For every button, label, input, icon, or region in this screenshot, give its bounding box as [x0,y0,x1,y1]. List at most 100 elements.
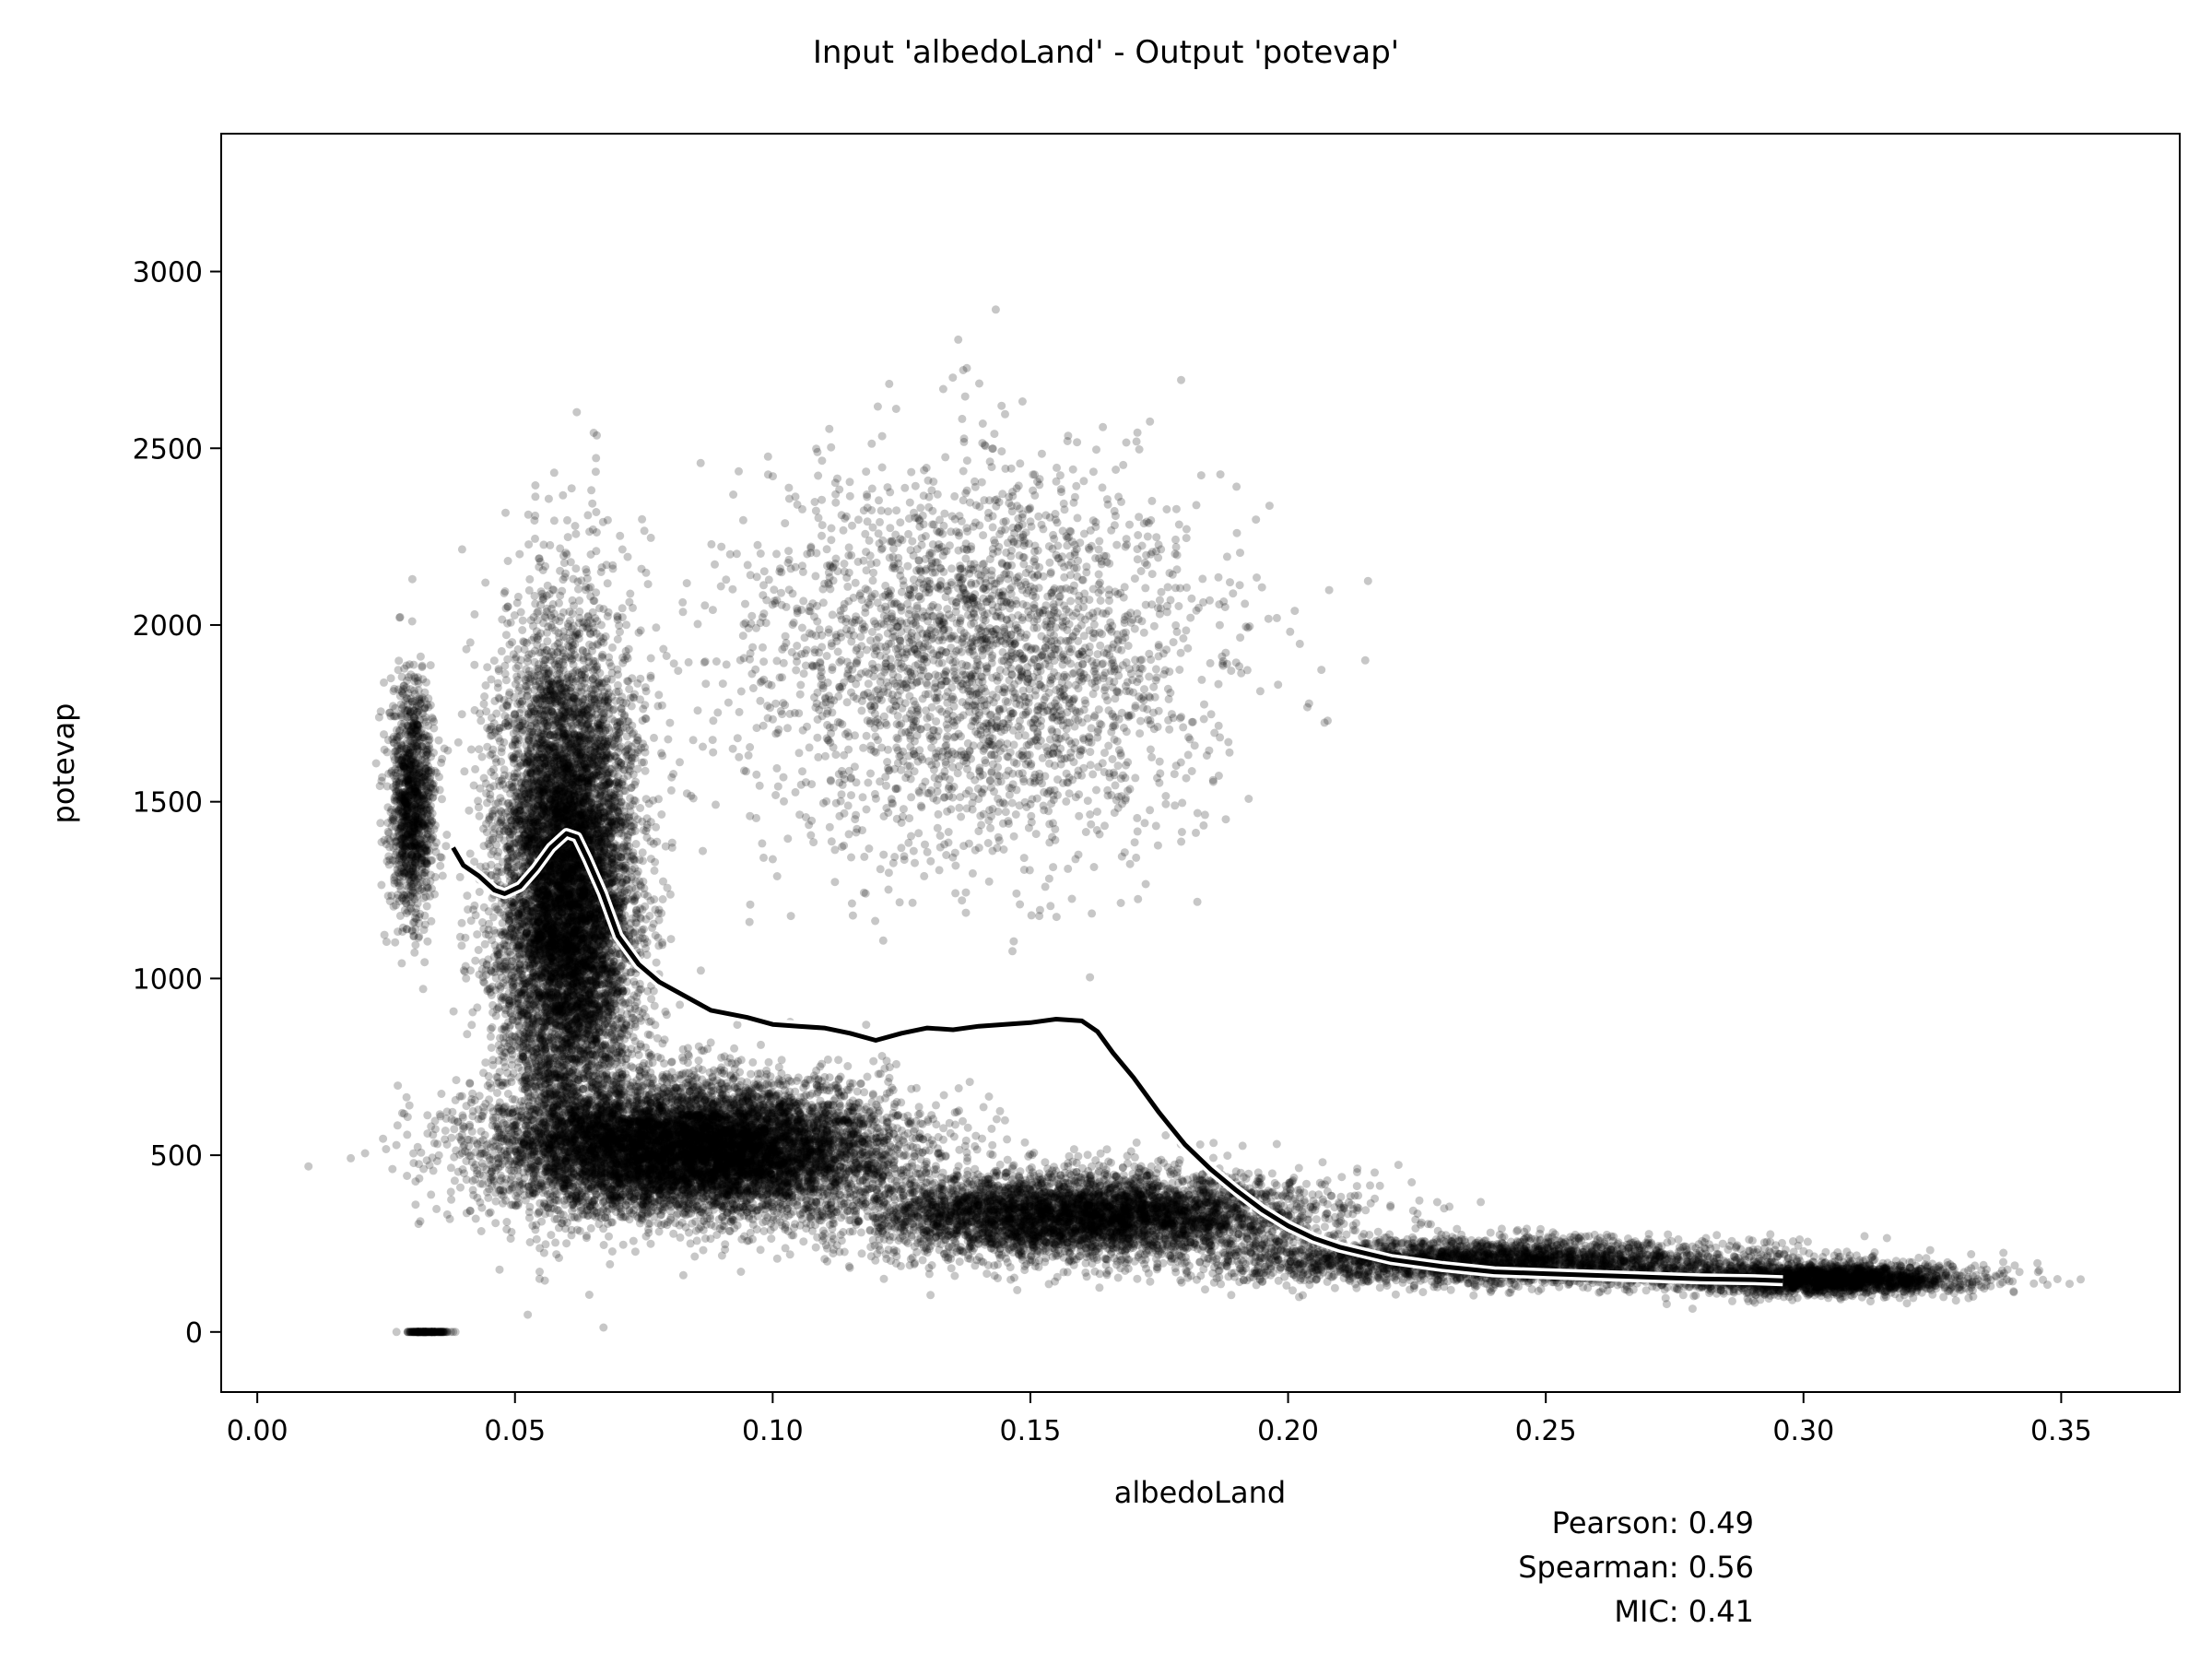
scatter-point [579,705,587,714]
scatter-point [630,1247,640,1257]
scatter-point [571,529,581,538]
scatter-point [583,511,593,520]
scatter-point [503,557,512,565]
scatter-point [457,918,466,927]
scatter-point [571,522,580,530]
scatter-point [581,985,590,993]
scatter-point [470,609,479,619]
scatter-point [572,963,582,973]
scatter-point [506,618,515,627]
scatter-point [453,738,463,747]
scatter-point [626,589,635,598]
scatter-point [481,578,490,587]
scatter-point [617,797,626,807]
scatter-point [535,677,544,686]
scatter-point [554,928,563,938]
scatter-point [543,727,552,737]
scatter-point [569,787,578,797]
scatter-point [534,806,543,815]
scatter-point [480,692,489,701]
scatter-point [580,679,589,688]
scatter-point [507,971,516,980]
scatter-point [513,644,523,654]
scatter-point [569,990,578,999]
scatter-point [567,484,576,493]
scatter-point [651,905,660,915]
scatter-point [518,616,527,625]
scatter-point [497,646,506,655]
scatter-point [576,879,585,888]
scatter-point [640,526,649,536]
scatter-point [535,960,544,969]
scatter-point [603,1001,612,1010]
scatter-point [599,739,608,749]
scatter-point [531,534,539,543]
scatter-point [539,744,548,753]
scatter-point [541,1118,549,1127]
scatter-point [559,970,569,978]
scatter-point [676,758,684,767]
scatter-point [575,882,584,891]
scatter-point [539,805,548,814]
scatter-point [616,531,625,540]
scatter-point [597,725,606,733]
scatter-point [506,924,515,933]
scatter-point [605,779,614,788]
scatter-point [565,971,574,980]
scatter-point [512,947,521,955]
scatter-point [667,773,677,782]
scatter-point [571,1150,580,1158]
scatter-point [637,882,645,891]
scatter-point [553,753,562,762]
scatter-point [508,638,517,647]
scatter-point [638,848,647,857]
scatter-point [630,1037,640,1045]
scatter-point [538,898,547,907]
scatter-point [651,931,660,940]
scatter-point [559,742,569,751]
scatter-point [489,656,499,666]
scatter-point [560,979,569,987]
scatter-point [495,1265,504,1274]
scatter-point [592,508,601,516]
scatter-point [483,742,492,751]
scatter-point [592,710,601,719]
scatter-point [542,785,551,795]
scatter-point [566,907,575,916]
scatter-point [535,784,544,793]
scatter-point [567,913,576,922]
scatter-point [471,764,480,773]
scatter-point [523,843,532,852]
scatter-point [549,468,559,478]
scatter-point [567,791,576,800]
scatter-point [676,1000,685,1009]
scatter-point [556,591,565,600]
scatter-point [592,547,601,556]
scatter-point [524,1080,533,1090]
scatter-point [696,966,705,975]
scatter-point [643,580,653,589]
scatter-point [636,804,645,812]
scatter-point [524,540,534,549]
scatter-point [566,870,575,879]
scatter-point [526,823,535,832]
scatter-point [582,914,592,923]
scatter-point [561,754,571,763]
scatter-point [616,964,625,974]
scatter-point [640,758,649,767]
scatter-point [457,941,466,950]
scatter-point [658,895,667,903]
scatter-point [618,604,627,613]
scatter-point [561,714,571,723]
scatter-point [603,1031,612,1040]
scatter-point [556,544,565,553]
scatter-point [547,872,556,881]
scatter-point [646,1017,655,1026]
scatter-point [650,866,659,875]
scatter-point [470,660,479,669]
scatter-point [542,825,551,834]
scatter-point [488,833,498,843]
scatter-points [304,305,2085,1337]
